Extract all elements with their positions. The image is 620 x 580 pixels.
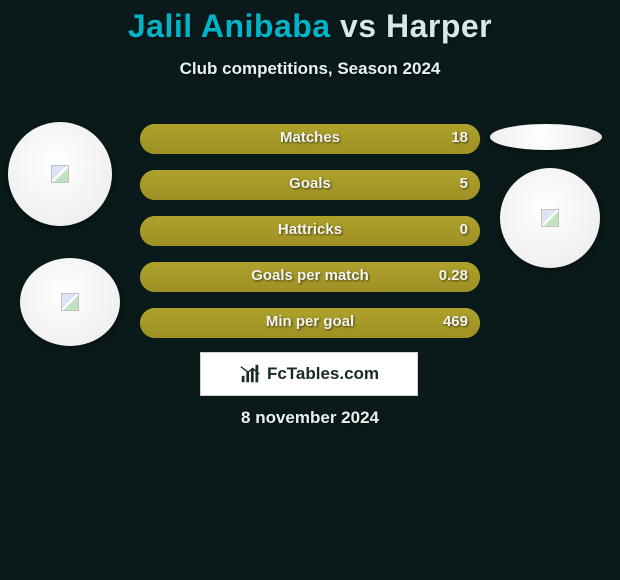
avatar bbox=[20, 258, 120, 346]
player1-name: Jalil Anibaba bbox=[128, 8, 331, 44]
stat-row: Min per goal 469 bbox=[140, 308, 480, 338]
avatar bbox=[490, 124, 602, 150]
stat-bar-right bbox=[140, 124, 480, 154]
stat-bar-right bbox=[140, 170, 480, 200]
logo-box: FcTables.com bbox=[200, 352, 418, 396]
stat-row: Goals 5 bbox=[140, 170, 480, 200]
vs-text: vs bbox=[340, 8, 377, 44]
broken-image-icon bbox=[541, 209, 559, 227]
stat-row: Hattricks 0 bbox=[140, 216, 480, 246]
avatar bbox=[8, 122, 112, 226]
logo-text: FcTables.com bbox=[267, 364, 379, 384]
stat-bar-right bbox=[140, 216, 480, 246]
bar-chart-icon bbox=[239, 363, 261, 385]
stat-bar-right bbox=[140, 308, 480, 338]
stat-bars: Matches 18 Goals 5 Hattricks 0 Goals per… bbox=[140, 124, 480, 354]
stat-row: Goals per match 0.28 bbox=[140, 262, 480, 292]
broken-image-icon bbox=[61, 293, 79, 311]
player2-name: Harper bbox=[386, 8, 492, 44]
broken-image-icon bbox=[51, 165, 69, 183]
stat-row: Matches 18 bbox=[140, 124, 480, 154]
comparison-title: Jalil Anibaba vs Harper bbox=[0, 0, 620, 45]
avatar bbox=[500, 168, 600, 268]
stat-bar-right bbox=[140, 262, 480, 292]
date-text: 8 november 2024 bbox=[0, 408, 620, 428]
subtitle: Club competitions, Season 2024 bbox=[0, 59, 620, 79]
